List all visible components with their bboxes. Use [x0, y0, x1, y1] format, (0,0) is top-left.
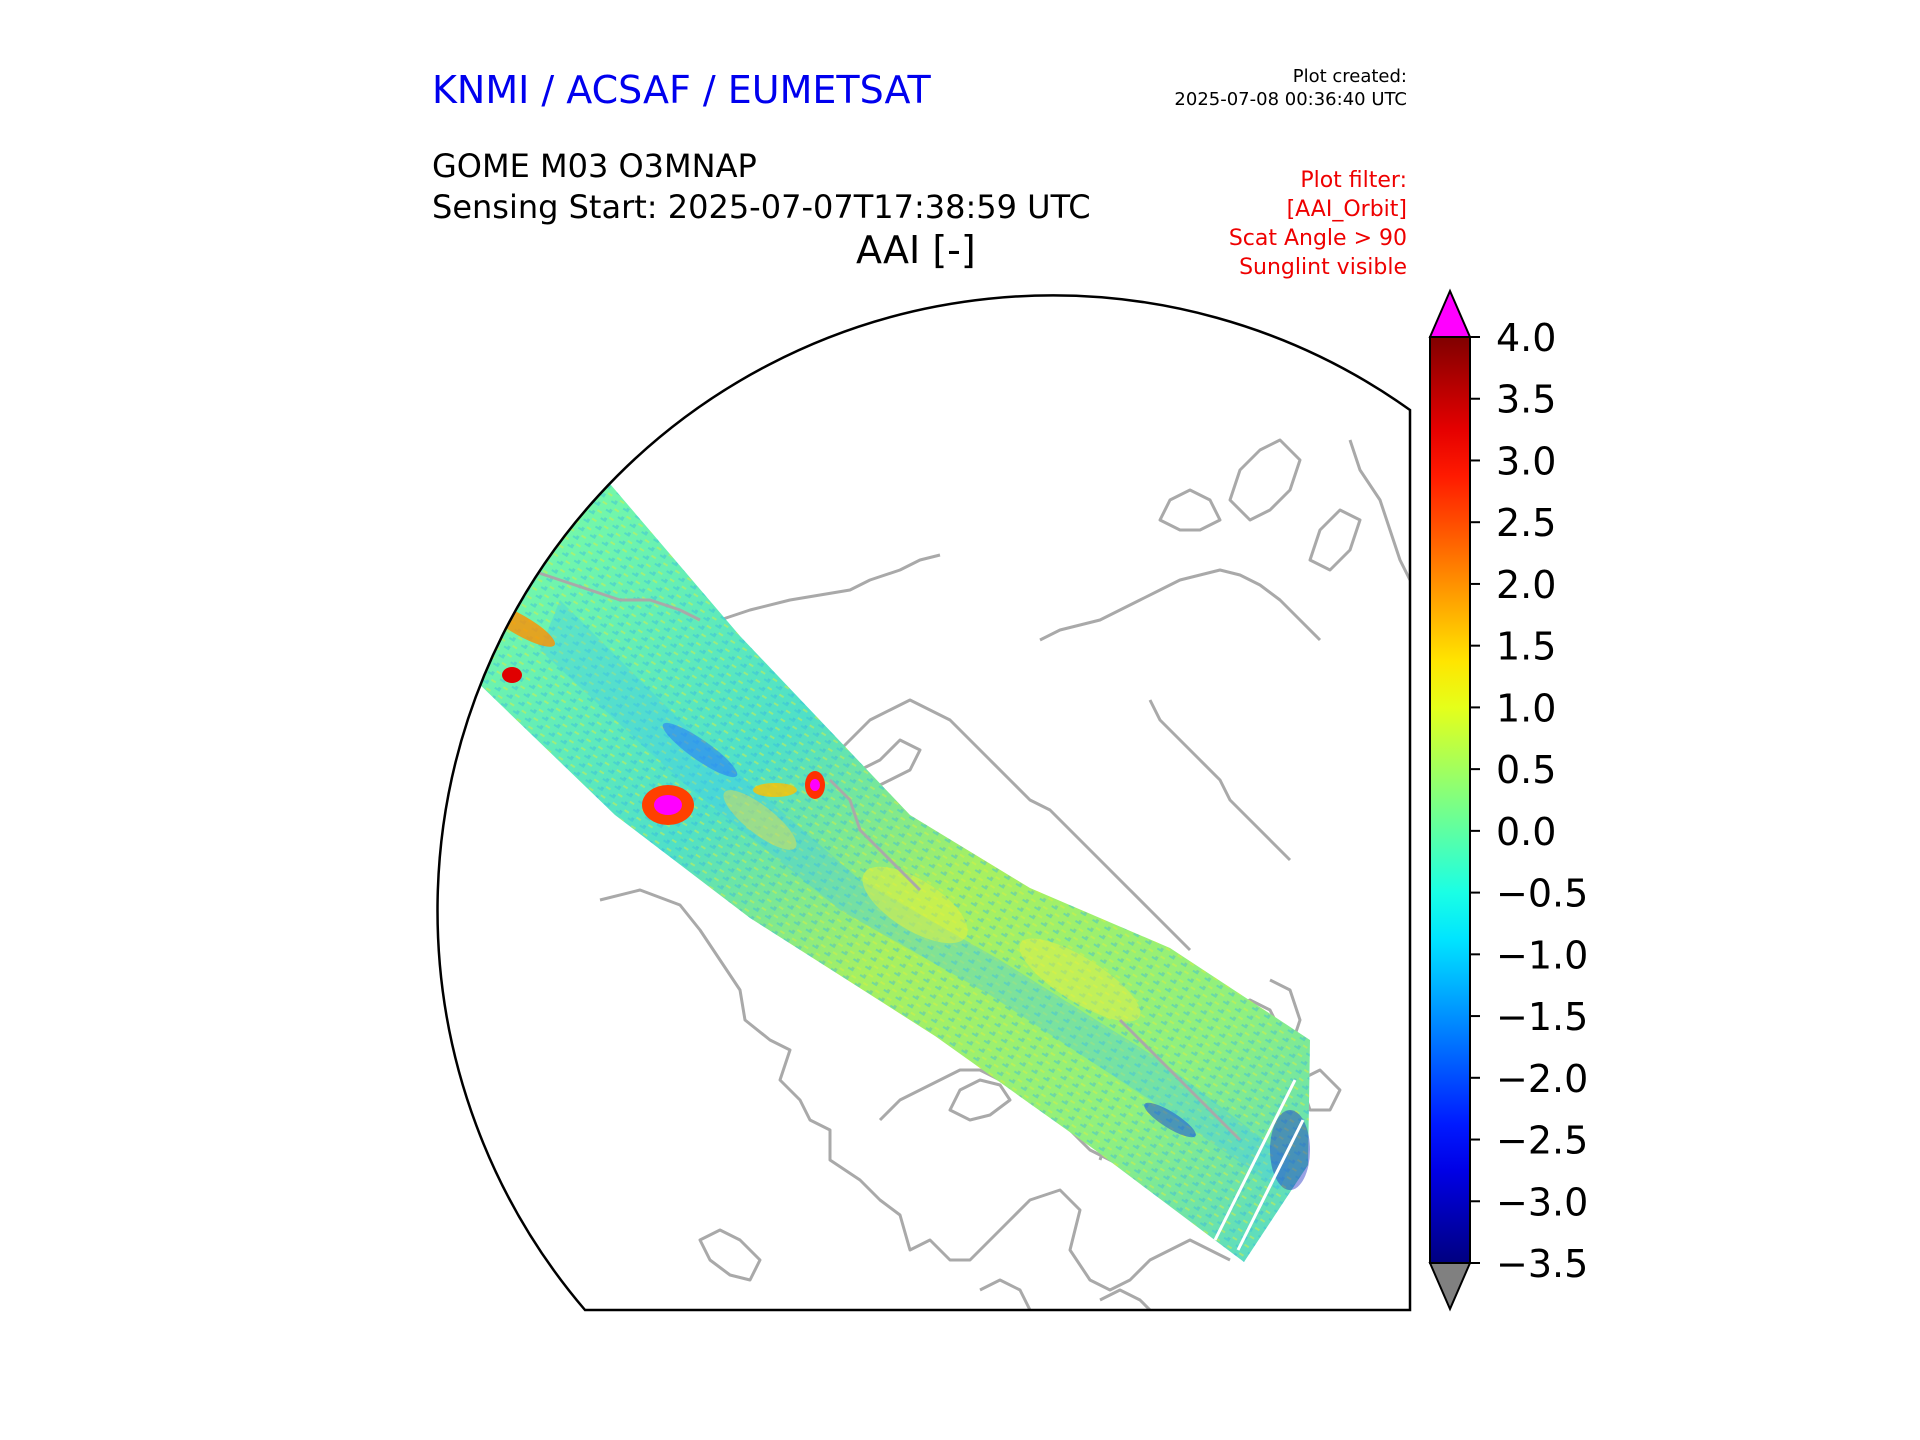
sensing-start: Sensing Start: 2025-07-07T17:38:59 UTC: [432, 188, 1091, 226]
plot-created-label: Plot created:: [1292, 66, 1407, 87]
colorbar-tick-label: −3.5: [1496, 1242, 1588, 1286]
colorbar-tick-label: 2.0: [1496, 563, 1556, 607]
colorbar-tick-label: 0.0: [1496, 810, 1556, 854]
plot-filter-name: [AAI_Orbit]: [1286, 197, 1407, 222]
colorbar-tick-label: −3.0: [1496, 1180, 1588, 1224]
colorbar-tick-label: −1.0: [1496, 933, 1588, 977]
colorbar-under-extension: [1428, 1262, 1472, 1312]
colorbar-tick-label: 3.5: [1496, 378, 1556, 422]
product-title: GOME M03 O3MNAP: [432, 147, 757, 185]
plot-filter-sunglint: Sunglint visible: [1239, 255, 1407, 280]
map-boundary: [436, 294, 1412, 1312]
colorbar-tick-label: −2.0: [1496, 1057, 1588, 1101]
colorbar-tick-label: −0.5: [1496, 872, 1588, 916]
plot-created-value: 2025-07-08 00:36:40 UTC: [1174, 89, 1407, 110]
colorbar-tick-label: 2.5: [1496, 501, 1556, 545]
variable-title: AAI [-]: [856, 228, 976, 272]
colorbar-gradient: [1429, 336, 1471, 1264]
organisation-title: KNMI / ACSAF / EUMETSAT: [432, 68, 931, 112]
colorbar-tick-label: 1.5: [1496, 625, 1556, 669]
aai-swath: [475, 478, 1310, 1262]
colorbar-tick-label: 4.0: [1496, 316, 1556, 360]
coastlines-over-swath: [529, 568, 1242, 1142]
colorbar-tick-label: −1.5: [1496, 995, 1588, 1039]
colorbar-over-extension: [1428, 288, 1472, 338]
colorbar-tick-label: 1.0: [1496, 686, 1556, 730]
plot-filter-scat-angle: Scat Angle > 90: [1228, 226, 1407, 251]
colorbar-tick-label: 3.0: [1496, 439, 1556, 483]
colorbar-tick-label: −2.5: [1496, 1119, 1588, 1163]
colorbar-tick-label: 0.5: [1496, 748, 1556, 792]
plot-filter-label: Plot filter:: [1300, 168, 1407, 193]
coastlines: [559, 438, 1410, 1310]
